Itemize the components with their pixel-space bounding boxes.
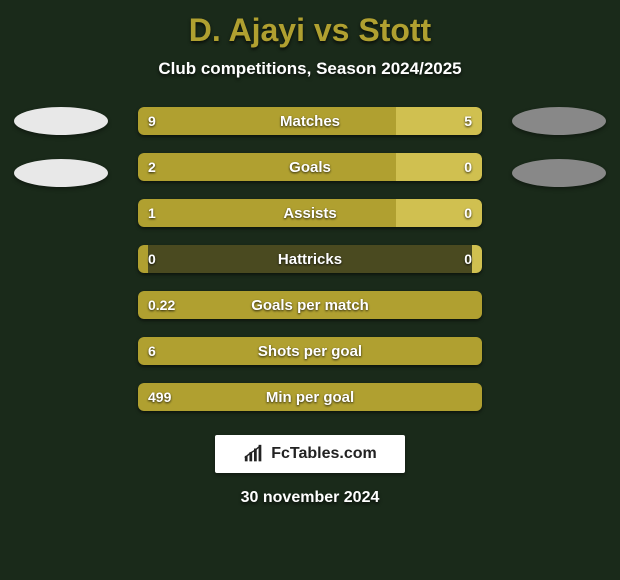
- stat-value-left: 499: [138, 383, 181, 411]
- subtitle: Club competitions, Season 2024/2025: [0, 59, 620, 79]
- right-ellipse: [512, 159, 606, 187]
- stat-label: Goals per match: [138, 291, 482, 319]
- bars-container: Matches95Goals20Assists10Hattricks00Goal…: [138, 107, 482, 411]
- stat-row: Goals2 0: [138, 153, 482, 181]
- stat-label: Goals: [138, 153, 482, 181]
- left-ellipse: [14, 107, 108, 135]
- watermark: FcTables.com: [215, 435, 405, 473]
- right-ellipse: [512, 107, 606, 135]
- date-text: 30 november 2024: [0, 489, 620, 507]
- stat-label: Matches: [138, 107, 482, 135]
- stat-value-left: 0.22: [138, 291, 185, 319]
- left-ellipse: [14, 159, 108, 187]
- stat-label: Min per goal: [138, 383, 482, 411]
- stat-label: Shots per goal: [138, 337, 482, 365]
- page-title: D. Ajayi vs Stott: [0, 0, 620, 49]
- stat-row: Min per goal499: [138, 383, 482, 411]
- watermark-text: FcTables.com: [271, 445, 377, 463]
- stat-value-left: 0: [138, 245, 166, 273]
- stat-value-left: 1: [138, 199, 166, 227]
- stat-value-left: 6: [138, 337, 166, 365]
- stat-row: Assists1 0: [138, 199, 482, 227]
- stat-value-right: [462, 383, 482, 411]
- stat-value-right: 5: [454, 107, 482, 135]
- stat-row: Hattricks0 0: [138, 245, 482, 273]
- stat-value-left: 9: [138, 107, 166, 135]
- stat-row: Shots per goal6: [138, 337, 482, 365]
- stat-label: Assists: [138, 199, 482, 227]
- stat-value-right: 0: [454, 245, 482, 273]
- right-player-markers: [512, 107, 606, 187]
- comparison-chart: Matches95Goals20Assists10Hattricks00Goal…: [0, 107, 620, 411]
- stat-value-right: [462, 291, 482, 319]
- stat-value-right: [462, 337, 482, 365]
- stat-value-right: 0: [454, 153, 482, 181]
- left-player-markers: [14, 107, 108, 187]
- stat-row: Goals per match0.22: [138, 291, 482, 319]
- chart-icon: [243, 444, 265, 464]
- stat-value-right: 0: [454, 199, 482, 227]
- stat-value-left: 2: [138, 153, 166, 181]
- stat-row: Matches9 5: [138, 107, 482, 135]
- stat-label: Hattricks: [138, 245, 482, 273]
